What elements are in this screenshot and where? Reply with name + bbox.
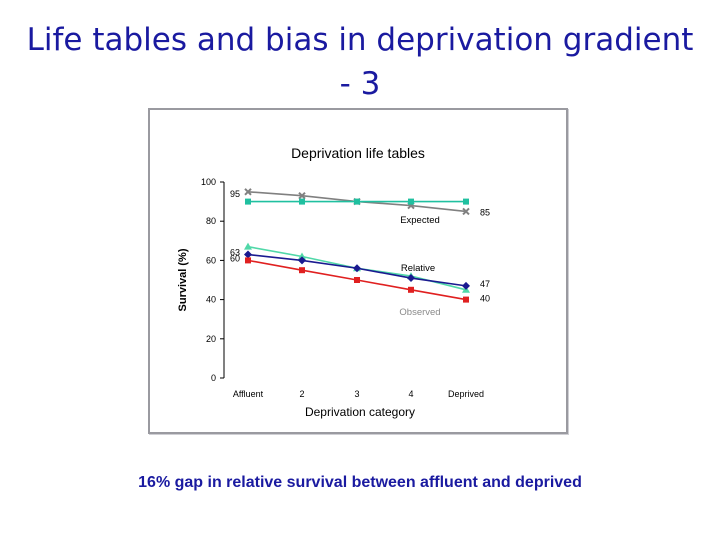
- deprivation-line-chart: Deprivation life tables 0 20 40 60 80 100 Survi…: [177, 145, 490, 419]
- series-4-point-1: [244, 250, 252, 259]
- series-1-point-1: [244, 188, 252, 196]
- y-tick-label-60: 60: [206, 255, 216, 265]
- series-name-label-3: Relative: [401, 263, 435, 274]
- value-label-2: 85: [480, 207, 490, 217]
- x-tick-label-4: 4: [408, 389, 413, 399]
- slide-title-line-1: Life tables and bias in deprivation grad…: [26, 22, 694, 58]
- x-tick-label-1: Affluent: [233, 389, 264, 399]
- series-1-point-5: [462, 207, 470, 216]
- y-tick-label-80: 80: [206, 216, 216, 226]
- series-5-point-2: [299, 267, 305, 274]
- value-label-5: 47: [480, 279, 490, 289]
- series-4-point-4: [407, 274, 415, 283]
- series-3-point-2: [298, 252, 306, 260]
- series-4-point-2: [298, 256, 306, 265]
- series-4-point-3: [353, 264, 361, 273]
- value-label-3: 63: [230, 248, 240, 258]
- y-tick-label-20: 20: [206, 334, 216, 344]
- y-axis-label: Survival (%): [177, 248, 189, 311]
- y-tick-label-0: 0: [211, 373, 216, 383]
- chart-frame: Deprivation life tables 0 20 40 60 80 100 Survi…: [148, 108, 568, 434]
- series-5-point-1: [245, 257, 251, 264]
- series-5-point-3: [354, 277, 360, 283]
- x-axis-label: Deprivation category: [305, 405, 415, 419]
- series-5-point-5: [463, 296, 469, 303]
- series-name-label-1: Expected: [400, 215, 440, 226]
- value-label-4: 60: [230, 253, 240, 263]
- value-label-1: 95: [230, 189, 240, 199]
- x-tick-label-5: Deprived: [448, 389, 484, 399]
- slide-title: Life tables and bias in deprivation grad…: [0, 18, 720, 106]
- value-label-6: 40: [480, 294, 490, 304]
- y-tick-label-40: 40: [206, 295, 216, 305]
- series-2-point-4: [408, 198, 414, 205]
- series-3-point-1: [244, 242, 252, 250]
- series-2-point-5: [463, 198, 469, 205]
- series-5-point-4: [408, 286, 414, 293]
- series-name-label-5: Observed: [399, 307, 440, 318]
- slide-title-line-2: - 3: [339, 66, 381, 102]
- series-2-point-2: [299, 198, 305, 205]
- series-4-point-5: [462, 281, 470, 290]
- series-2-point-1: [245, 198, 251, 205]
- x-tick-label-2: 2: [299, 389, 304, 399]
- x-tick-label-3: 3: [354, 389, 359, 399]
- series-2-point-3: [354, 198, 360, 205]
- chart-title: Deprivation life tables: [291, 145, 425, 161]
- slide-caption: 16% gap in relative survival between aff…: [138, 474, 582, 491]
- y-tick-label-100: 100: [201, 177, 216, 187]
- series-1-point-2: [298, 192, 306, 200]
